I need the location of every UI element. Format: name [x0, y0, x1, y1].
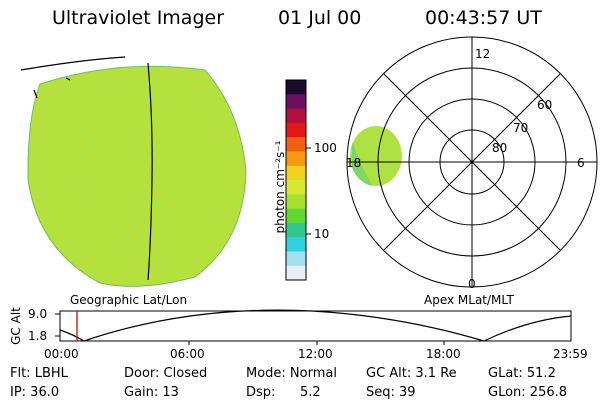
gc-alt-xtick-0000: 00:00 — [44, 347, 79, 361]
seq-readout: Seq: 39 — [366, 385, 416, 400]
door-readout: Door: Closed — [124, 366, 208, 381]
glat-readout: GLat: 51.2 — [488, 366, 556, 381]
colorbar-band — [286, 222, 306, 238]
colorbar-band — [286, 151, 306, 167]
mlat-label-70: 70 — [513, 121, 529, 135]
filter-readout: Flt: LBHL — [10, 366, 68, 381]
gc-alt-curve — [59, 309, 572, 342]
mlt-label-18: 18 — [346, 156, 362, 170]
mlat-label-80: 80 — [492, 141, 508, 155]
dsp-value: 5.2 — [300, 385, 321, 400]
colorbar-band — [286, 165, 306, 181]
glon-readout: GLon: 256.8 — [488, 385, 568, 400]
gc-alt-ytick-1-8: 1.8 — [28, 329, 48, 343]
colorbar-unit-label: photon cm⁻²s⁻¹ — [273, 140, 287, 234]
gc-alt-plot — [55, 309, 572, 345]
colorbar-band — [286, 80, 306, 95]
polar-plot — [346, 36, 598, 288]
dsp-label: Dsp: — [246, 385, 276, 400]
gc-alt-ytick-9: 9.0 — [28, 307, 48, 321]
geographic-grid-lines — [20, 56, 153, 281]
gc-alt-xtick-1800: 18:00 — [426, 347, 461, 361]
colorbar-band — [286, 180, 306, 195]
date-readout: 01 Jul 00 — [278, 7, 362, 29]
mlt-label-0: 0 — [468, 277, 476, 291]
colorbar-band — [286, 108, 306, 124]
mode-readout: Mode: Normal — [246, 366, 337, 381]
colorbar-band — [286, 94, 306, 110]
gc-alt-xtick-0600: 06:00 — [170, 347, 205, 361]
geographic-image — [27, 65, 247, 287]
geographic-caption: Geographic Lat/Lon — [70, 293, 188, 307]
colorbar-band — [286, 122, 306, 138]
ip-readout: IP: 36.0 — [10, 385, 60, 400]
mlt-label-12: 12 — [475, 47, 491, 61]
gc-alt-xtick-1200: 12:00 — [298, 347, 333, 361]
colorbar-band — [286, 208, 306, 224]
colorbar-label-10: 10 — [314, 227, 330, 241]
colorbar-band — [286, 137, 306, 153]
colorbar-frame — [285, 79, 307, 281]
colorbar-band — [286, 265, 306, 281]
colorbar-label-100: 100 — [314, 141, 337, 155]
colorbar-band — [286, 237, 306, 253]
gain-readout: Gain: 13 — [124, 385, 179, 400]
gc-alt-readout: GC Alt: 3.1 Re — [366, 366, 457, 381]
time-readout: 00:43:57 UT — [425, 7, 542, 29]
auroral-oval-image — [350, 126, 402, 186]
mlt-label-6: 6 — [577, 156, 585, 170]
apex-caption: Apex MLat/MLT — [424, 293, 514, 307]
colorbar-band — [286, 194, 306, 210]
gc-alt-ylabel: GC Alt — [9, 307, 23, 345]
colorbar — [286, 80, 306, 281]
app-title: Ultraviolet Imager — [52, 7, 225, 29]
gc-alt-xtick-2359: 23:59 — [553, 347, 588, 361]
mlat-label-60: 60 — [537, 98, 553, 112]
colorbar-band — [286, 251, 306, 267]
